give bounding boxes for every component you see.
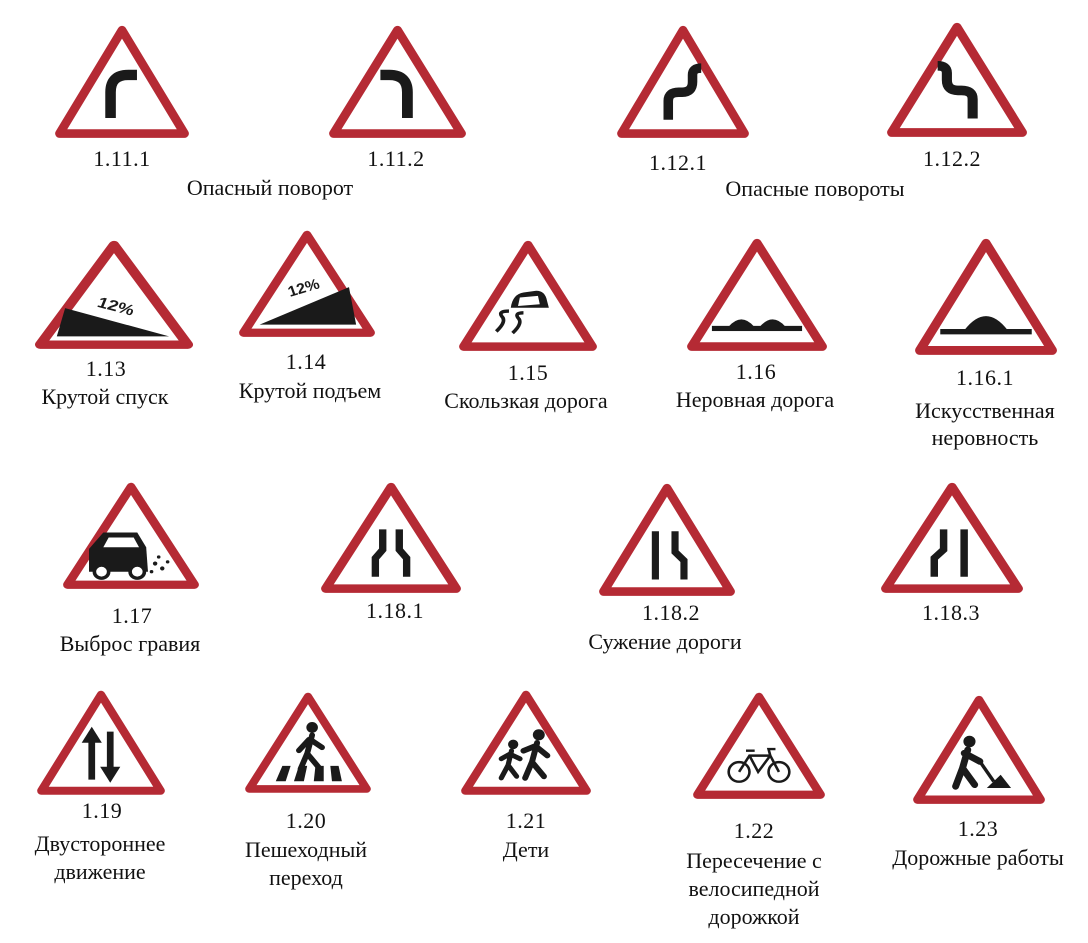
sign-code: 1.18.2 — [642, 600, 700, 625]
speed-bump-icon — [940, 316, 1032, 335]
caption-steep-ascent: Крутой подъем — [238, 378, 382, 403]
sign-code: 1.19 — [81, 798, 123, 823]
sign-code: 1.21 — [505, 808, 547, 833]
caption-slippery-road: Скользкая дорога — [444, 388, 608, 413]
sign-code: 1.12.2 — [923, 146, 981, 171]
sign-1-20 — [245, 692, 371, 793]
caption-two-way-line-1: Двустороннее — [34, 831, 166, 856]
sign-code: 1.18.1 — [366, 598, 424, 623]
caption-gravel: Выброс гравия — [59, 631, 201, 656]
sign-code: 1.16 — [735, 359, 777, 384]
curve-right-icon — [105, 69, 137, 119]
caption-dangerous-curves: Опасные повороты — [725, 176, 905, 201]
sign-code: 1.13 — [85, 356, 127, 381]
sign-1-14: 12% — [239, 230, 375, 337]
sign-code: 1.17 — [111, 603, 153, 628]
caption-two-way-line-2: движение — [54, 859, 146, 884]
sign-code: 1.18.3 — [922, 600, 980, 625]
sign-code: 1.22 — [733, 818, 775, 843]
steep-descent-icon: 12% — [56, 294, 170, 337]
sign-1-16 — [687, 238, 827, 351]
road-narrows-both-icon — [371, 529, 411, 577]
sign-1-11-1 — [55, 25, 189, 138]
sign-code: 1.15 — [507, 360, 549, 385]
sign-code: 1.11.2 — [367, 146, 425, 171]
sign-code: 1.14 — [285, 349, 327, 374]
caption-uneven-road: Неровная дорога — [675, 387, 835, 412]
double-curve-left-icon — [937, 61, 978, 119]
caption-dangerous-curve: Опасный поворот — [186, 175, 354, 200]
caption-bicycle-line-2: велосипедной — [688, 876, 820, 901]
caption-children: Дети — [502, 837, 550, 862]
bicycle-icon — [727, 747, 791, 783]
sign-1-13: 12% — [34, 240, 194, 349]
pedestrian-crossing-icon — [275, 722, 342, 782]
sign-code: 1.16.1 — [956, 365, 1014, 390]
sign-1-12-1 — [617, 25, 749, 138]
sign-1-12-2 — [887, 22, 1027, 137]
two-way-arrows-icon — [81, 726, 121, 783]
sign-1-11-2 — [329, 25, 466, 138]
caption-artificial-bump-line-2: неровность — [931, 425, 1039, 450]
road-narrows-right-icon — [651, 531, 688, 580]
sign-1-21 — [461, 690, 591, 795]
caption-pedestrian-line-1: Пешеходный — [244, 837, 368, 862]
sign-1-19 — [37, 690, 165, 795]
sign-1-22 — [693, 692, 825, 799]
caption-road-narrows: Сужение дороги — [588, 629, 742, 654]
road-narrows-left-icon — [930, 529, 968, 577]
sign-1-18-3 — [881, 482, 1023, 593]
sign-1-17 — [63, 482, 199, 589]
uneven-road-icon — [711, 319, 803, 332]
gravel-car-icon — [89, 532, 170, 580]
sign-1-16-1 — [915, 238, 1057, 355]
road-works-icon — [952, 735, 1012, 790]
caption-bicycle-line-3: дорожкой — [708, 904, 800, 929]
sign-1-15 — [459, 240, 597, 351]
children-icon — [498, 729, 551, 781]
sign-code: 1.20 — [285, 808, 327, 833]
caption-pedestrian-line-2: переход — [269, 865, 343, 890]
caption-road-works: Дорожные работы — [892, 845, 1064, 870]
caption-bicycle-line-1: Пересечение с — [686, 848, 822, 873]
double-curve-right-icon — [663, 63, 702, 120]
sign-1-18-2 — [599, 483, 735, 596]
sign-code: 1.23 — [957, 816, 999, 841]
skidding-car-icon — [494, 290, 549, 335]
sign-1-23 — [913, 695, 1045, 804]
sign-code: 1.12.1 — [649, 150, 707, 175]
sign-1-18-1 — [321, 482, 461, 593]
caption-steep-descent: Крутой спуск — [41, 384, 169, 409]
curve-left-icon — [380, 69, 413, 119]
caption-artificial-bump-line-1: Искусственная — [915, 398, 1055, 423]
sign-code: 1.11.1 — [93, 146, 151, 171]
